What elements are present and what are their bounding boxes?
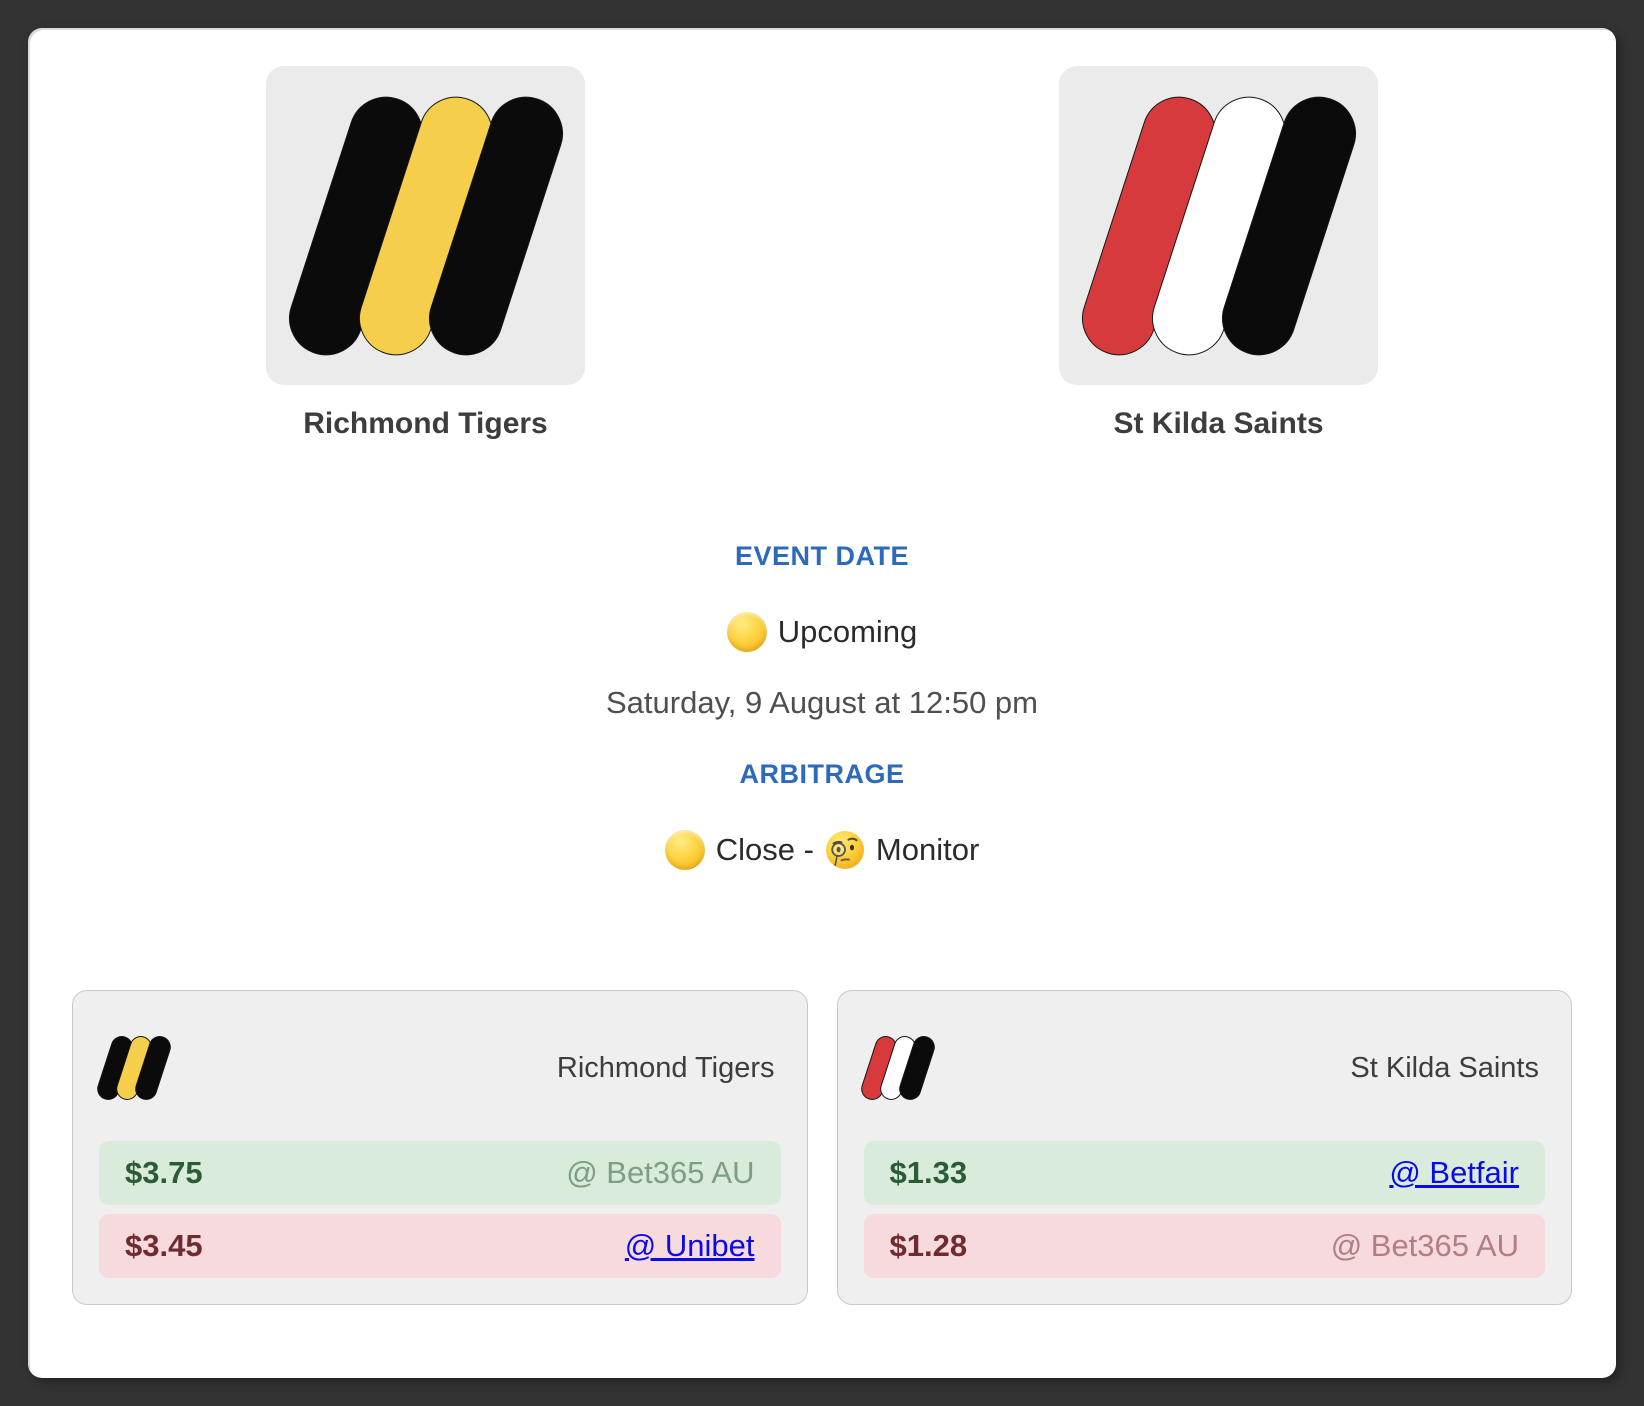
odds-row: Richmond Tigers $3.75 @ Bet365 AU $3.45 … (28, 990, 1616, 1305)
team-home: Richmond Tigers (194, 66, 657, 441)
odds-card-home: Richmond Tigers $3.75 @ Bet365 AU $3.45 … (72, 990, 808, 1305)
home-worst-price: $3.45 (125, 1228, 203, 1263)
away-team-name: St Kilda Saints (1113, 407, 1324, 440)
odds-card-home-team-name: Richmond Tigers (556, 1051, 775, 1084)
arbitrage-monitor-label: Monitor (875, 832, 980, 867)
away-worst-price: $1.28 (889, 1228, 968, 1263)
team-away: St Kilda Saints (987, 66, 1450, 441)
yellow-circle-icon (664, 830, 705, 870)
away-best-odds-row: $1.33 @ Betfair (863, 1141, 1545, 1205)
home-team-logo (266, 66, 585, 385)
home-worst-odds-row: $3.45 @ Unibet (99, 1214, 781, 1278)
yellow-circle-icon (726, 612, 767, 652)
arbitrage-close-label: Close - (715, 832, 814, 867)
home-best-bookmaker: @ Bet365 AU (566, 1155, 755, 1190)
monocle-face-icon (825, 831, 864, 869)
away-team-logo (1059, 66, 1378, 385)
away-best-price: $1.33 (889, 1155, 968, 1190)
home-best-price: $3.75 (125, 1155, 203, 1190)
home-best-odds-row: $3.75 @ Bet365 AU (99, 1141, 781, 1205)
home-worst-bookmaker-link[interactable]: @ Unibet (624, 1228, 755, 1263)
home-team-name: Richmond Tigers (303, 407, 548, 440)
away-team-logo-small (858, 1033, 938, 1103)
home-team-logo-small (93, 1033, 174, 1103)
odds-card-away-team-name: St Kilda Saints (1350, 1051, 1539, 1084)
away-worst-odds-row: $1.28 @ Bet365 AU (863, 1214, 1545, 1278)
odds-card-home-header: Richmond Tigers (93, 1033, 781, 1103)
odds-card-away-header: St Kilda Saints (858, 1033, 1546, 1103)
arbitrage-status-line: Close - Monitor (664, 830, 980, 870)
match-card: Richmond Tigers St Kilda Saints EVENT DA… (28, 28, 1616, 1378)
arbitrage-heading: ARBITRAGE (739, 759, 905, 789)
event-status-label: Upcoming (777, 614, 918, 649)
event-status-line: Upcoming (726, 612, 918, 652)
event-datetime: Saturday, 9 August at 12:50 pm (606, 685, 1038, 720)
event-date-heading: EVENT DATE (734, 541, 909, 571)
odds-card-away: St Kilda Saints $1.33 @ Betfair $1.28 @ … (836, 990, 1572, 1305)
away-best-bookmaker-link[interactable]: @ Betfair (1389, 1155, 1519, 1190)
away-worst-bookmaker: @ Bet365 AU (1330, 1228, 1519, 1263)
teams-row: Richmond Tigers St Kilda Saints (28, 28, 1616, 441)
event-info: EVENT DATE Upcoming Saturday, 9 August a… (28, 541, 1616, 870)
